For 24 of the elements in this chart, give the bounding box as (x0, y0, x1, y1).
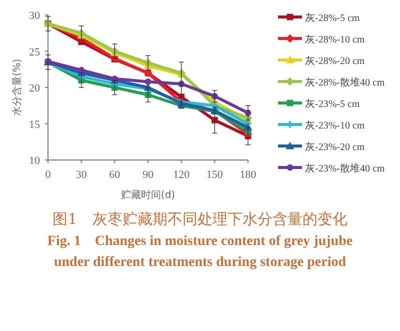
x-tick-label: 150 (206, 169, 224, 181)
legend-label: 灰-23%-10 cm (305, 120, 365, 132)
text: Fig. 1 Changes in moisture content of grey jujube under different treatments during storage period (46, 233, 354, 272)
y-tick-label: 10 (29, 155, 40, 167)
x-tick-label: 90 (142, 169, 154, 181)
y-tick-label: 30 (29, 10, 40, 22)
legend-label: 灰-28%-5 cm (305, 13, 360, 24)
y-axis-title: 水分含量(%) (11, 58, 23, 116)
y-tick-label: 25 (29, 46, 40, 58)
legend-label: 灰-28%-20 cm (305, 56, 365, 67)
x-tick-label: 30 (76, 169, 88, 181)
x-tick-label: 0 (45, 169, 52, 181)
y-tick-label: 15 (29, 118, 40, 131)
legend-label: 灰-23%-5 cm (305, 99, 360, 110)
x-axis-title: 贮藏时间(d) (120, 189, 176, 201)
legend-label: 灰-28%-散堆40 cm (305, 76, 385, 88)
legend-label: 灰-23%-20 cm (305, 142, 365, 153)
legend-label: 灰-28%-10 cm (305, 34, 365, 46)
x-tick-label: 60 (109, 169, 121, 181)
text: 图1 灰枣贮藏期不同处理下水分含量的变化 (52, 210, 348, 229)
x-tick-label: 180 (240, 169, 257, 181)
legend-label: 灰-23%-散堆40 cm (305, 162, 385, 174)
x-tick-label: 120 (173, 169, 190, 181)
y-tick-label: 20 (29, 82, 40, 94)
